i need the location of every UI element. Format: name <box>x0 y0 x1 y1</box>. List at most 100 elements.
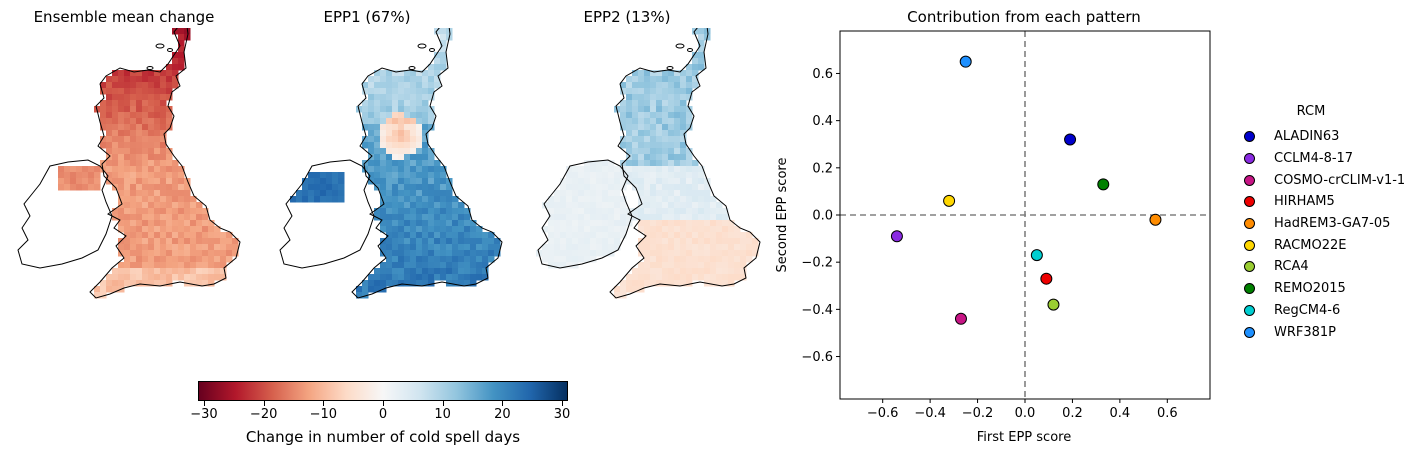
map-cell <box>686 274 693 281</box>
map-cell <box>620 142 627 149</box>
map-cell <box>118 190 125 197</box>
map-cell <box>106 274 113 281</box>
map-cell <box>584 178 591 185</box>
map-cell <box>106 118 113 125</box>
map-cell <box>172 256 179 263</box>
map-cell <box>410 250 417 257</box>
map-cell <box>662 232 669 239</box>
map-cell <box>302 196 309 203</box>
map-cell <box>398 220 405 227</box>
map-cell <box>320 184 327 191</box>
map-cell <box>112 94 119 101</box>
map-cell <box>130 220 137 227</box>
map-cell <box>542 244 549 251</box>
map-cell <box>368 130 375 137</box>
map-cell <box>190 256 197 263</box>
map-cell <box>668 208 675 215</box>
map-cell <box>196 274 203 281</box>
map-cell <box>154 244 161 251</box>
map-cell <box>722 238 729 245</box>
map-cell <box>70 184 77 191</box>
map-cell <box>428 94 435 101</box>
map-cell <box>626 124 633 131</box>
map-cell <box>650 94 657 101</box>
map-cell <box>668 274 675 281</box>
map-cell <box>232 250 239 257</box>
map-cell <box>464 280 471 287</box>
map-cell <box>458 256 465 263</box>
map-cell <box>470 244 477 251</box>
map-cell <box>130 76 137 83</box>
map-cell <box>82 178 89 185</box>
map-cell <box>452 274 459 281</box>
map-cell <box>656 280 663 287</box>
map-cell <box>422 250 429 257</box>
map-cell <box>632 88 639 95</box>
map-cell <box>214 268 221 275</box>
map-cell <box>368 166 375 173</box>
map-cell <box>728 256 735 263</box>
map-cell <box>112 82 119 89</box>
map-cell <box>554 190 561 197</box>
map-cell <box>404 112 411 119</box>
map-cell <box>172 214 179 221</box>
map-cell <box>160 262 167 269</box>
map-cell <box>172 262 179 269</box>
map-cell <box>112 136 119 143</box>
map-cell <box>130 106 137 113</box>
map-title-epp1: EPP1 (67%) <box>323 8 411 26</box>
map-cell <box>386 142 393 149</box>
map-cell <box>674 220 681 227</box>
map-cell <box>374 88 381 95</box>
map-cell <box>398 94 405 101</box>
map-cell <box>124 250 131 257</box>
map-cell <box>560 250 567 257</box>
map-cell <box>410 202 417 209</box>
map-cell <box>560 202 567 209</box>
map-cell <box>752 244 759 251</box>
map-cell <box>416 100 423 107</box>
map-cell <box>362 280 369 287</box>
map-cell <box>302 190 309 197</box>
map-cell <box>434 232 441 239</box>
map-cell <box>734 226 741 233</box>
map-cell <box>752 238 759 245</box>
map-cell <box>602 202 609 209</box>
map-cell <box>296 196 303 203</box>
map-cell <box>172 184 179 191</box>
map-cell <box>88 166 95 173</box>
map-cell <box>632 280 639 287</box>
map-cell <box>398 82 405 89</box>
map-cell <box>82 166 89 173</box>
map-cell <box>440 34 447 41</box>
map-cell <box>650 262 657 269</box>
map-cell <box>656 124 663 131</box>
map-cell <box>650 202 657 209</box>
map-cell <box>124 112 131 119</box>
map-cell <box>554 226 561 233</box>
map-cell <box>124 238 131 245</box>
map-cell <box>404 268 411 275</box>
map-cell <box>404 76 411 83</box>
map-cell <box>386 94 393 101</box>
map-cell <box>572 202 579 209</box>
map-cell <box>650 100 657 107</box>
map-cell <box>428 244 435 251</box>
point-cclm4-8-17 <box>890 230 903 243</box>
map-cell <box>680 208 687 215</box>
map-cell <box>112 142 119 149</box>
legend-item: HadREM3-GA7-05 <box>1236 213 1405 235</box>
map-cell <box>154 70 161 77</box>
map-cell <box>638 124 645 131</box>
map-cell <box>716 274 723 281</box>
map-cell <box>124 130 131 137</box>
map-cell <box>214 244 221 251</box>
map-cell <box>596 184 603 191</box>
map-cell <box>166 256 173 263</box>
map-cell <box>398 244 405 251</box>
map-cell <box>602 238 609 245</box>
map-cell <box>638 154 645 161</box>
map-cell <box>638 148 645 155</box>
map-cell <box>614 196 621 203</box>
map-cell <box>404 256 411 263</box>
